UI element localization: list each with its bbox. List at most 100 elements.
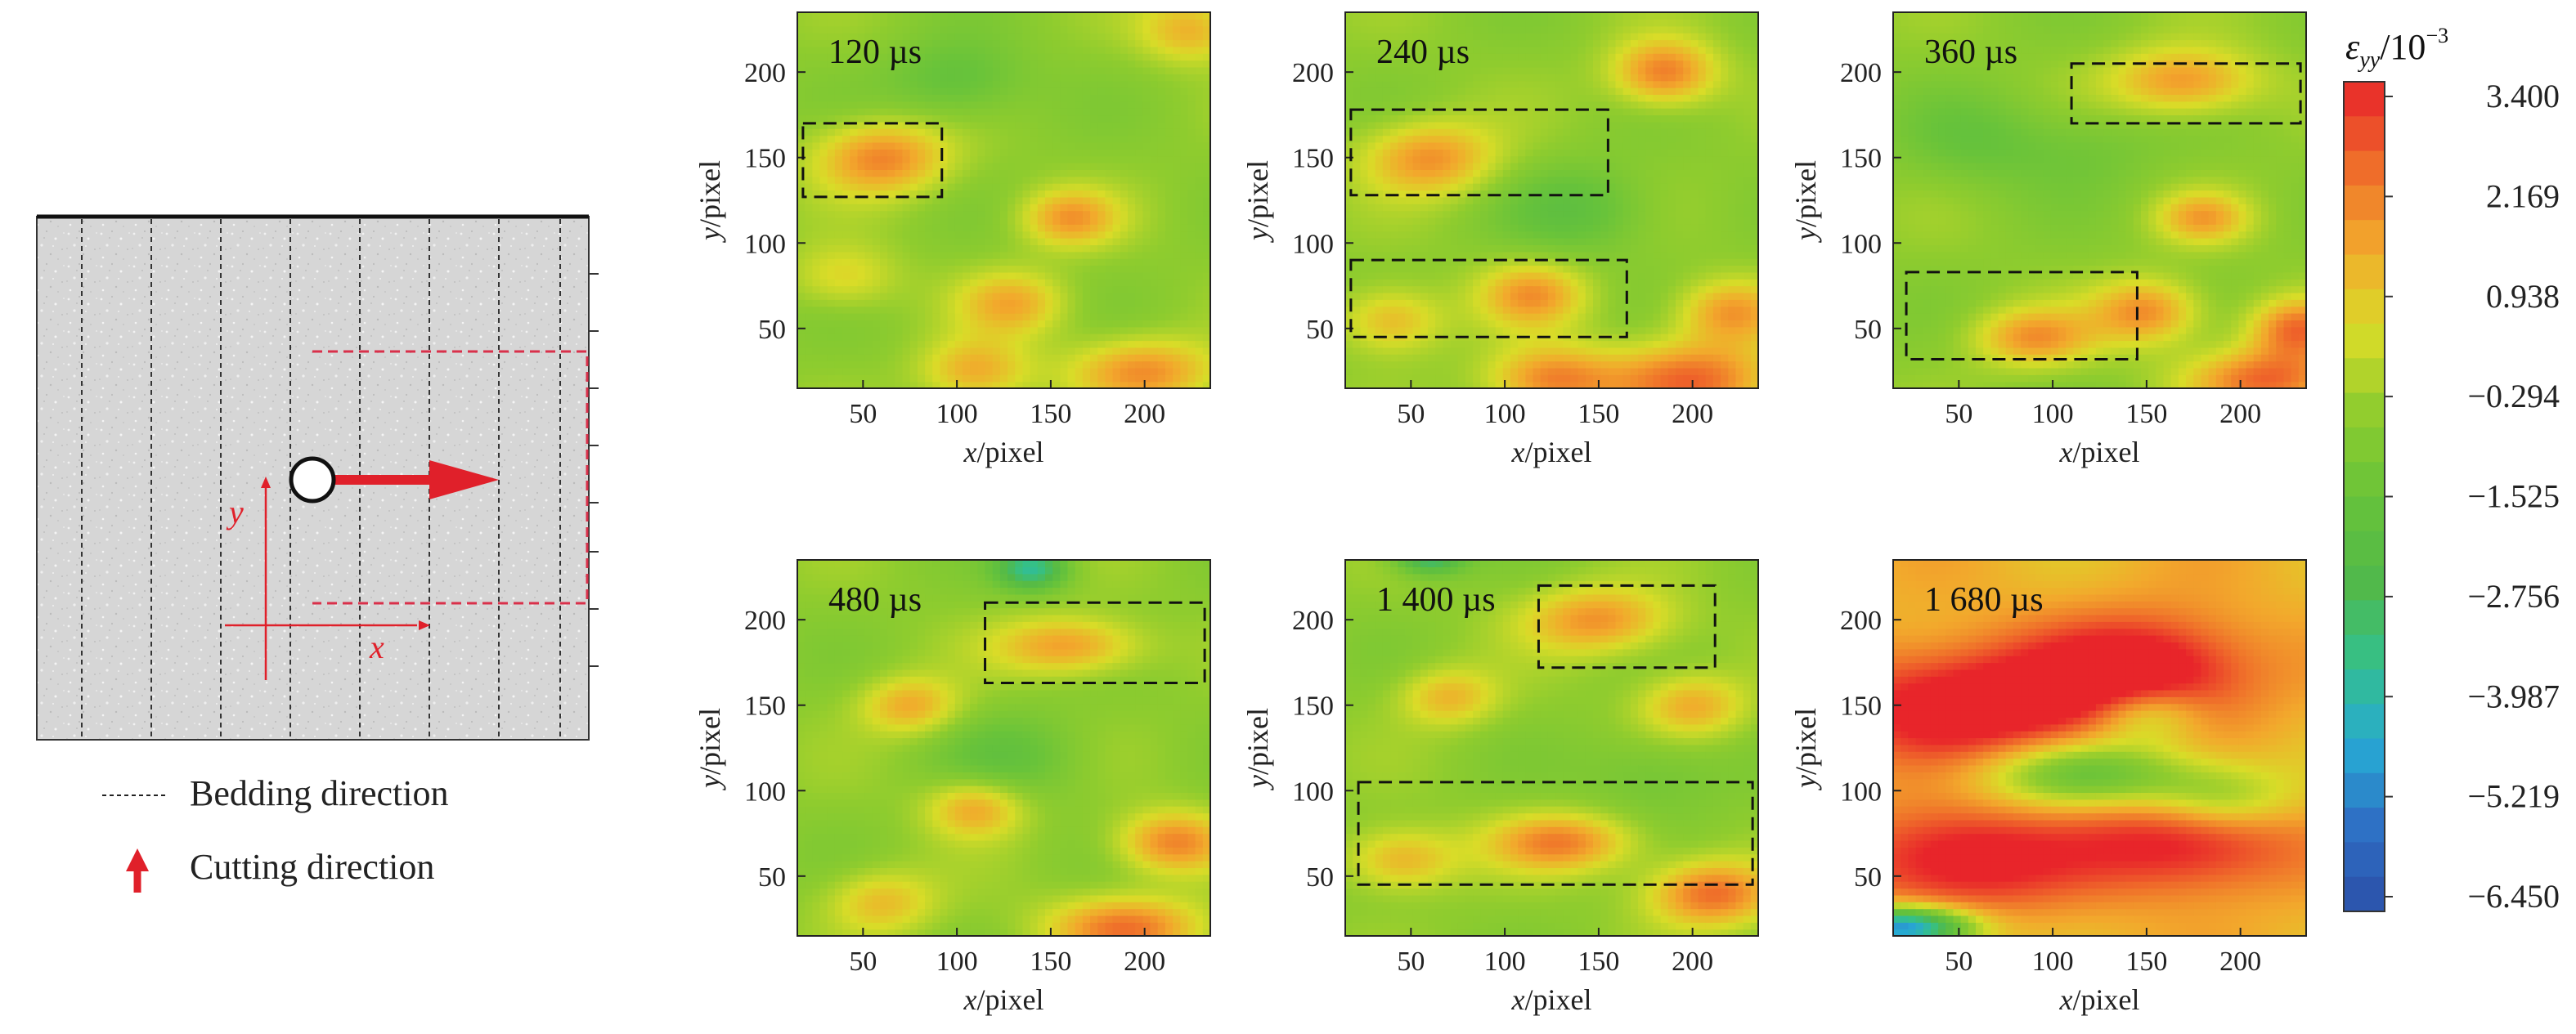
heatmap-cell — [1600, 80, 1609, 88]
heatmap-cell — [1473, 320, 1481, 328]
heatmap-cell — [1398, 292, 1407, 300]
heatmap-cell — [1353, 381, 1361, 388]
heatmap-cell — [819, 39, 828, 47]
heatmap-cell — [1008, 258, 1016, 266]
heatmap-cell — [864, 176, 873, 184]
heatmap-cell — [1157, 12, 1166, 20]
heatmap-cell — [1037, 149, 1046, 157]
heatmap-cell — [1600, 381, 1609, 388]
heatmap-cell — [1510, 66, 1519, 74]
heatmap-cell — [1443, 163, 1452, 170]
heatmap-cell — [1600, 60, 1609, 68]
heatmap-cell — [1135, 271, 1143, 280]
heatmap-cell — [932, 19, 941, 27]
heatmap-cell — [925, 333, 933, 342]
heatmap-cell — [954, 46, 963, 54]
heatmap-cell — [1082, 374, 1091, 383]
heatmap-cell — [1082, 347, 1091, 355]
heatmap-cell — [1540, 60, 1549, 68]
heatmap-cell — [1450, 279, 1459, 287]
heatmap-cell — [1577, 374, 1586, 383]
heatmap-cell — [1097, 183, 1106, 191]
heatmap-cell — [1135, 244, 1143, 253]
heatmap-cell — [857, 306, 866, 314]
heatmap-cell — [1510, 33, 1519, 41]
heatmap-cell — [977, 224, 986, 232]
heatmap-cell — [1060, 25, 1069, 34]
heatmap-cell — [1480, 74, 1489, 82]
heatmap-cell — [1525, 292, 1534, 300]
heatmap-cell — [1008, 149, 1016, 157]
heatmap-cell — [1180, 190, 1189, 198]
heatmap-cell — [1067, 87, 1076, 95]
heatmap-cell — [1443, 313, 1452, 320]
heatmap-cell — [1112, 128, 1121, 137]
heatmap-cell — [872, 279, 881, 287]
heatmap-cell — [872, 53, 881, 61]
heatmap-cell — [1097, 94, 1106, 102]
heatmap-cell — [864, 25, 873, 34]
heatmap-cell — [1165, 204, 1174, 212]
heatmap-cell — [1563, 306, 1572, 314]
heatmap-cell — [1518, 46, 1526, 54]
heatmap-cell — [940, 204, 949, 212]
heatmap-cell — [1510, 217, 1519, 225]
heatmap-cell — [850, 25, 859, 34]
heatmap-cell — [1128, 190, 1136, 198]
heatmap-cell — [977, 354, 986, 362]
heatmap-cell — [1195, 101, 1204, 109]
heatmap-cell — [940, 60, 949, 68]
heatmap-cell — [1450, 231, 1459, 239]
heatmap-cell — [1495, 74, 1504, 82]
heatmap-cell — [842, 204, 850, 212]
heatmap-cell — [1457, 367, 1466, 375]
heatmap-cell — [857, 381, 866, 388]
heatmap-cell — [1488, 141, 1497, 150]
heatmap-cell — [1142, 114, 1151, 123]
heatmap-cell — [1563, 244, 1572, 253]
heatmap-cell — [1045, 141, 1053, 150]
heatmap-cell — [977, 66, 986, 74]
heatmap-cell — [880, 66, 888, 74]
heatmap-cell — [1547, 25, 1556, 34]
heatmap-cell — [1412, 265, 1421, 273]
heatmap-cell — [1345, 108, 1353, 116]
heatmap-cell — [1390, 326, 1398, 334]
heatmap-cell — [963, 244, 971, 253]
heatmap-cell — [1353, 196, 1361, 204]
heatmap-cell — [1473, 114, 1481, 123]
heatmap-cell — [1173, 354, 1181, 362]
heatmap-cell — [872, 66, 881, 74]
heatmap-cell — [1428, 204, 1436, 212]
heatmap-cell — [1060, 114, 1069, 123]
heatmap-cell — [970, 33, 978, 41]
heatmap-cell — [1097, 251, 1106, 259]
heatmap-cell — [977, 381, 986, 388]
heatmap-cell — [1015, 74, 1024, 82]
heatmap-cell — [1052, 265, 1061, 273]
heatmap-cell — [872, 265, 881, 273]
heatmap-cell — [834, 258, 843, 266]
heatmap-cell — [1457, 108, 1466, 116]
heatmap-cell — [1142, 149, 1151, 157]
heatmap-cell — [1037, 176, 1046, 184]
heatmap-cell — [1008, 265, 1016, 273]
heatmap-cell — [1075, 347, 1084, 355]
heatmap-cell — [1195, 354, 1204, 362]
heatmap-cell — [872, 12, 881, 20]
heatmap-cell — [1518, 169, 1526, 177]
heatmap-cell — [1067, 244, 1076, 253]
heatmap-cell — [999, 381, 1008, 388]
heatmap-cell — [992, 360, 1001, 369]
heatmap-cell — [1353, 114, 1361, 123]
heatmap-cell — [992, 169, 1001, 177]
heatmap-cell — [1037, 279, 1046, 287]
heatmap-cell — [1585, 25, 1594, 34]
heatmap-cell — [1360, 190, 1369, 198]
heatmap-cell — [1060, 169, 1069, 177]
heatmap-cell — [834, 60, 843, 68]
heatmap-cell — [895, 217, 904, 225]
heatmap-cell — [1502, 135, 1511, 143]
heatmap-cell — [963, 80, 971, 88]
heatmap-cell — [1450, 163, 1459, 170]
